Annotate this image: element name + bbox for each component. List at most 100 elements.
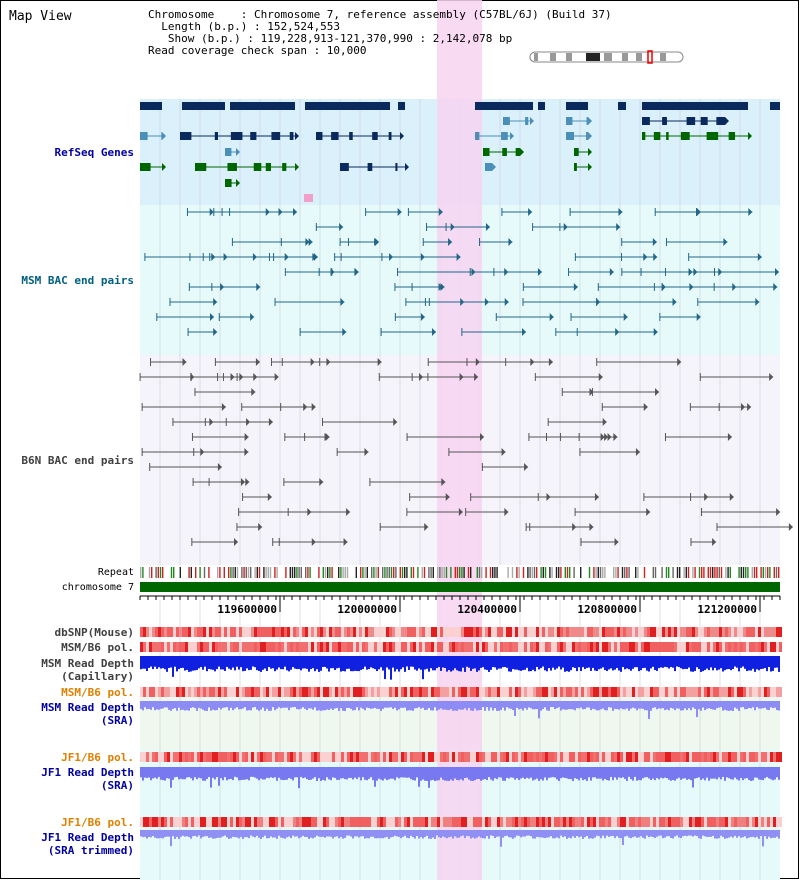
depth-bar xyxy=(672,656,674,668)
depth-bar xyxy=(666,656,668,668)
repeat-mark xyxy=(151,567,153,578)
depth-bar xyxy=(688,701,690,709)
track-label-jf1-trim[interactable]: JF1 Read Depth (SRA trimmed) xyxy=(41,831,134,857)
heat-cell xyxy=(278,627,281,637)
depth-bar xyxy=(376,767,378,781)
heat-cell xyxy=(392,687,395,697)
depth-bar xyxy=(732,767,734,780)
heat-cell xyxy=(446,627,449,637)
depth-bar xyxy=(714,701,716,710)
depth-bar xyxy=(392,767,394,779)
heat-cell xyxy=(401,752,404,762)
track-label-msm-pol[interactable]: MSM/B6 pol. xyxy=(61,641,134,654)
repeat-mark xyxy=(602,567,604,578)
track-label-b6n-bac[interactable]: B6N BAC end pairs xyxy=(21,454,134,467)
repeat-mark xyxy=(756,567,758,578)
depth-bar xyxy=(572,830,574,837)
heat-cell xyxy=(227,687,230,697)
heat-cell xyxy=(197,642,200,652)
depth-bar xyxy=(448,830,450,838)
heat-cell xyxy=(614,687,617,697)
depth-bar xyxy=(390,701,392,708)
heat-cell xyxy=(692,687,695,697)
heat-cell xyxy=(497,817,500,827)
heat-cell xyxy=(722,817,725,827)
heat-cell xyxy=(779,752,782,762)
depth-bar xyxy=(502,701,504,708)
heat-cell xyxy=(341,752,344,762)
depth-bar xyxy=(756,701,758,708)
depth-bar xyxy=(500,656,502,669)
heat-cell xyxy=(593,752,596,762)
repeat-mark xyxy=(384,567,386,578)
depth-bar xyxy=(738,767,740,781)
track-label-msm-pol-sra[interactable]: MSM/B6 pol. xyxy=(61,686,134,699)
depth-bar xyxy=(478,656,480,671)
repeat-mark xyxy=(661,567,663,578)
depth-bar xyxy=(628,830,630,838)
depth-bar xyxy=(308,767,310,780)
heat-cell xyxy=(389,752,392,762)
bac-pair-arrow xyxy=(438,283,443,291)
heat-cell xyxy=(680,627,683,637)
heat-cell xyxy=(164,642,167,652)
track-label-jf1-pol[interactable]: JF1/B6 pol. xyxy=(61,751,134,764)
heat-cell xyxy=(251,627,254,637)
heat-cell xyxy=(161,642,164,652)
gene-strand-arrow xyxy=(530,117,534,125)
heat-cell xyxy=(152,642,155,652)
depth-bar xyxy=(558,767,560,781)
depth-bar xyxy=(380,656,382,668)
repeat-mark xyxy=(437,567,439,578)
depth-bar xyxy=(628,767,630,777)
depth-bar xyxy=(528,701,530,708)
depth-bar xyxy=(594,656,596,671)
repeat-mark xyxy=(485,567,487,578)
repeat-mark xyxy=(250,567,252,578)
heat-cell xyxy=(323,627,326,637)
gene-block xyxy=(305,102,390,110)
heat-cell xyxy=(701,627,704,637)
depth-bar xyxy=(716,701,718,709)
heat-cell xyxy=(446,642,449,652)
heat-cell xyxy=(212,817,215,827)
depth-bar xyxy=(618,830,620,838)
depth-bar xyxy=(682,830,684,837)
track-label-jf1-pol-trim[interactable]: JF1/B6 pol. xyxy=(61,816,134,829)
depth-bar xyxy=(224,701,226,708)
heat-cell xyxy=(350,642,353,652)
bac-pair-arrow xyxy=(221,403,226,411)
depth-bar xyxy=(728,701,730,711)
depth-bar xyxy=(310,767,312,780)
depth-bar xyxy=(240,830,242,837)
depth-bar xyxy=(444,830,446,838)
heat-cell xyxy=(485,752,488,762)
depth-bar xyxy=(758,701,760,709)
depth-bar xyxy=(554,701,556,710)
depth-bar xyxy=(592,656,594,668)
repeat-mark xyxy=(683,567,685,578)
heat-cell xyxy=(248,687,251,697)
depth-bar xyxy=(250,767,252,777)
heat-cell xyxy=(209,817,212,827)
heat-cell xyxy=(311,687,314,697)
heat-cell xyxy=(701,817,704,827)
track-label-msm-depth-sra[interactable]: MSM Read Depth (SRA) xyxy=(41,701,134,727)
heat-cell xyxy=(740,687,743,697)
heat-cell xyxy=(644,642,647,652)
depth-bar xyxy=(724,701,726,710)
track-label-refseq[interactable]: RefSeq Genes xyxy=(54,146,134,159)
depth-bar xyxy=(530,656,532,672)
depth-bar xyxy=(730,656,732,671)
track-label-msm-bac[interactable]: MSM BAC end pairs xyxy=(21,274,134,287)
track-label-dbsnp[interactable]: dbSNP(Mouse) xyxy=(54,626,134,639)
track-label-jf1-depth[interactable]: JF1 Read Depth (SRA) xyxy=(41,766,134,792)
heat-cell xyxy=(176,752,179,762)
depth-bar xyxy=(658,701,660,709)
repeat-mark xyxy=(767,567,769,578)
track-label-msm-depth-cap[interactable]: MSM Read Depth (Capillary) xyxy=(41,657,134,683)
heat-cell xyxy=(734,627,737,637)
heat-cell xyxy=(719,817,722,827)
depth-bar xyxy=(184,656,186,671)
